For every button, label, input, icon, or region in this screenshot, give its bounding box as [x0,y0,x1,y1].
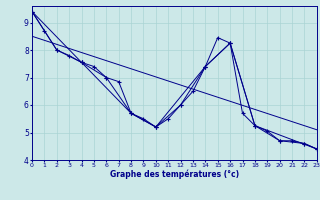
X-axis label: Graphe des températures (°c): Graphe des températures (°c) [110,170,239,179]
